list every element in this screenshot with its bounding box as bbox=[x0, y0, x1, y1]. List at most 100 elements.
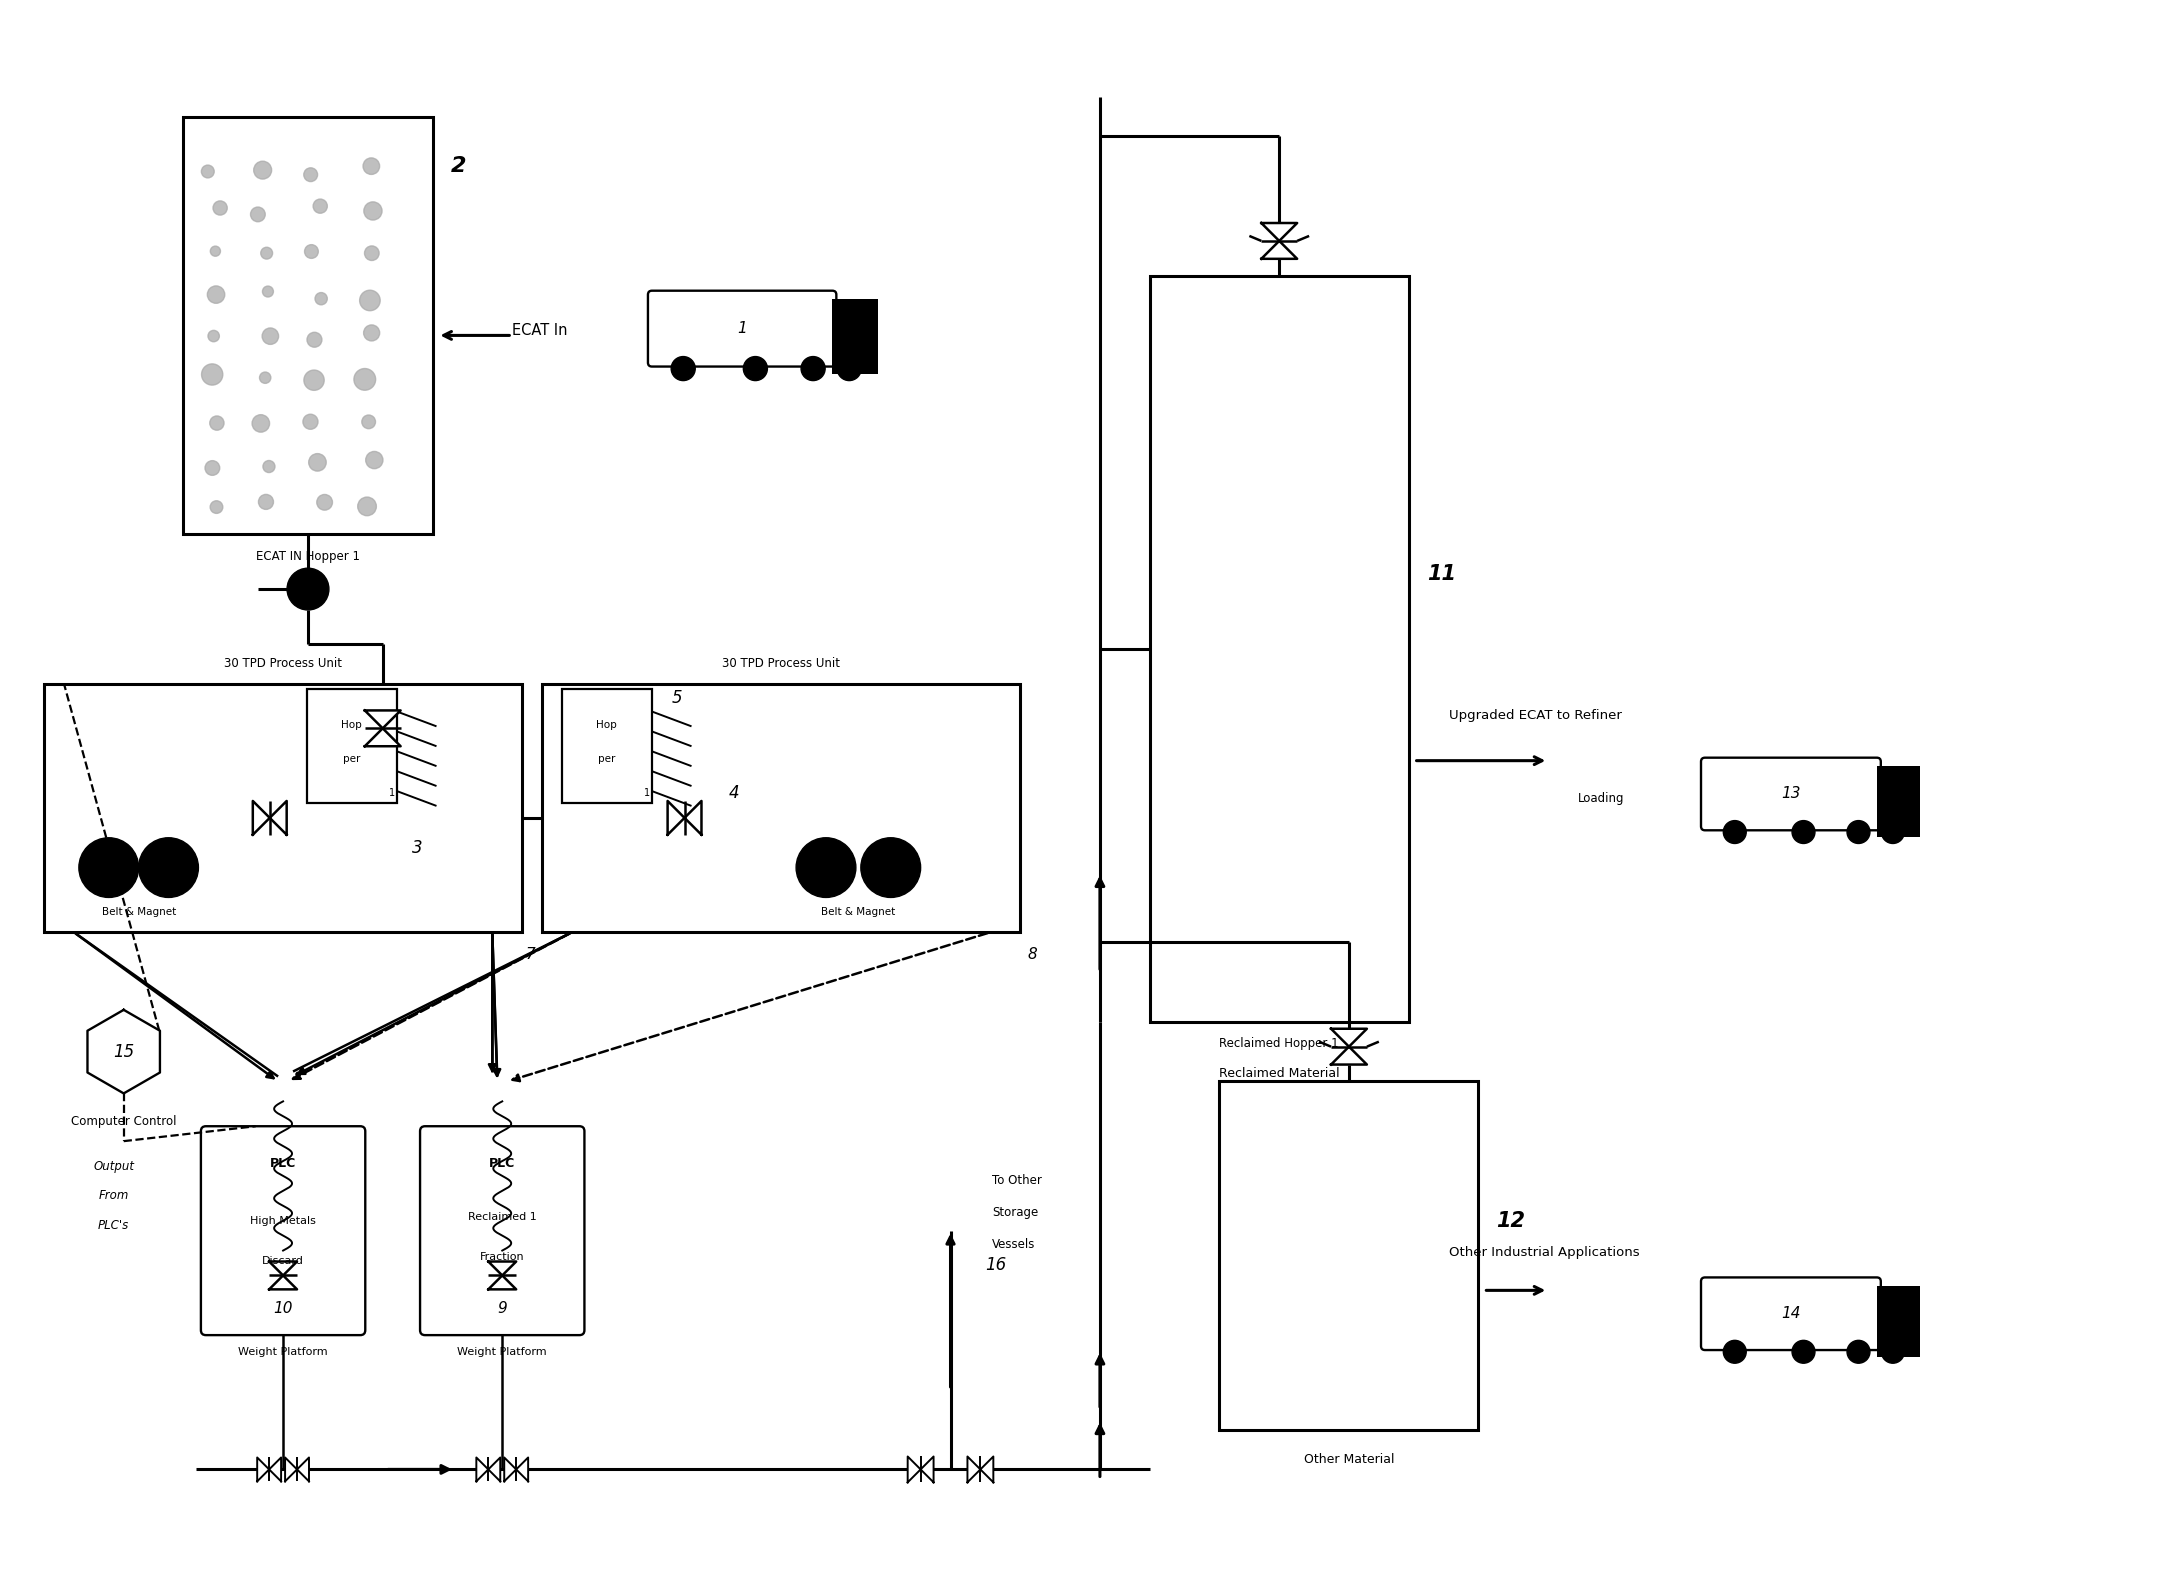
Circle shape bbox=[744, 356, 768, 380]
Text: 13: 13 bbox=[1781, 787, 1800, 801]
Circle shape bbox=[364, 325, 379, 340]
Polygon shape bbox=[87, 1010, 160, 1094]
Text: 12: 12 bbox=[1495, 1211, 1526, 1230]
Bar bbox=[1220, 1081, 1478, 1429]
Circle shape bbox=[210, 500, 223, 513]
Circle shape bbox=[262, 287, 273, 298]
Circle shape bbox=[1881, 820, 1904, 844]
Text: Discard: Discard bbox=[262, 1255, 303, 1265]
Text: Hop: Hop bbox=[342, 720, 361, 730]
Text: 3: 3 bbox=[413, 839, 422, 856]
Text: 5: 5 bbox=[671, 690, 682, 708]
Circle shape bbox=[303, 415, 318, 429]
Text: To Other: To Other bbox=[993, 1175, 1043, 1187]
Text: 8: 8 bbox=[1028, 947, 1037, 961]
Text: Output: Output bbox=[93, 1159, 134, 1173]
Text: Vessels: Vessels bbox=[993, 1238, 1037, 1251]
Text: PLC: PLC bbox=[489, 1157, 515, 1170]
Text: PLC's: PLC's bbox=[97, 1219, 130, 1232]
Text: Computer Control: Computer Control bbox=[71, 1114, 177, 1127]
Bar bbox=[563, 689, 651, 803]
Circle shape bbox=[78, 837, 138, 898]
Polygon shape bbox=[967, 1456, 980, 1482]
Polygon shape bbox=[270, 801, 286, 834]
Circle shape bbox=[364, 245, 379, 261]
Circle shape bbox=[1792, 1341, 1816, 1363]
Bar bbox=[1876, 766, 1919, 837]
Text: ECAT In: ECAT In bbox=[513, 323, 567, 337]
Text: Other Industrial Applications: Other Industrial Applications bbox=[1448, 1246, 1638, 1258]
Circle shape bbox=[206, 461, 221, 475]
Text: Belt & Magnet: Belt & Magnet bbox=[102, 907, 175, 918]
Polygon shape bbox=[253, 801, 270, 834]
Circle shape bbox=[366, 451, 383, 469]
Text: Weight Platform: Weight Platform bbox=[457, 1347, 547, 1357]
Polygon shape bbox=[504, 1458, 517, 1482]
Text: 4: 4 bbox=[729, 784, 740, 803]
Circle shape bbox=[253, 161, 273, 179]
Text: Storage: Storage bbox=[993, 1206, 1039, 1219]
Circle shape bbox=[138, 837, 199, 898]
Polygon shape bbox=[366, 711, 400, 728]
Text: per: per bbox=[344, 755, 361, 765]
Polygon shape bbox=[286, 1458, 296, 1482]
Circle shape bbox=[212, 201, 227, 215]
Text: 14: 14 bbox=[1781, 1306, 1800, 1322]
Circle shape bbox=[671, 356, 695, 380]
Bar bbox=[1149, 275, 1409, 1021]
Text: 16: 16 bbox=[985, 1257, 1006, 1274]
Text: ECAT IN Hopper 1: ECAT IN Hopper 1 bbox=[255, 549, 359, 562]
Text: Reclaimed Material: Reclaimed Material bbox=[1218, 1067, 1340, 1080]
Text: 30 TPD Process Unit: 30 TPD Process Unit bbox=[225, 657, 342, 670]
Circle shape bbox=[288, 568, 329, 609]
Text: Other Material: Other Material bbox=[1303, 1453, 1394, 1466]
Polygon shape bbox=[268, 1276, 296, 1290]
Circle shape bbox=[357, 497, 377, 516]
Circle shape bbox=[364, 158, 379, 174]
FancyBboxPatch shape bbox=[201, 1126, 366, 1334]
FancyBboxPatch shape bbox=[1701, 758, 1881, 831]
Polygon shape bbox=[980, 1456, 993, 1482]
Circle shape bbox=[309, 454, 327, 472]
Text: Fraction: Fraction bbox=[480, 1252, 524, 1262]
Circle shape bbox=[251, 415, 270, 432]
Text: 1: 1 bbox=[643, 788, 649, 798]
Circle shape bbox=[837, 356, 861, 380]
Bar bbox=[543, 684, 1019, 932]
Circle shape bbox=[251, 207, 266, 222]
Text: 10: 10 bbox=[273, 1301, 292, 1315]
FancyBboxPatch shape bbox=[1701, 1277, 1881, 1350]
Circle shape bbox=[208, 331, 219, 342]
Circle shape bbox=[861, 837, 920, 898]
Circle shape bbox=[258, 494, 273, 510]
Circle shape bbox=[303, 168, 318, 182]
FancyBboxPatch shape bbox=[647, 291, 835, 367]
Bar bbox=[184, 117, 433, 535]
Polygon shape bbox=[684, 801, 701, 834]
Polygon shape bbox=[1262, 223, 1296, 241]
Text: PLC: PLC bbox=[270, 1157, 296, 1170]
Polygon shape bbox=[517, 1458, 528, 1482]
Circle shape bbox=[260, 247, 273, 260]
Circle shape bbox=[307, 332, 322, 347]
Circle shape bbox=[260, 372, 270, 383]
Circle shape bbox=[316, 494, 333, 510]
Polygon shape bbox=[296, 1458, 309, 1482]
Text: 11: 11 bbox=[1426, 564, 1456, 584]
Polygon shape bbox=[669, 801, 684, 834]
Circle shape bbox=[1848, 1341, 1870, 1363]
Polygon shape bbox=[268, 1458, 281, 1482]
Text: Reclaimed Hopper 1: Reclaimed Hopper 1 bbox=[1220, 1037, 1340, 1050]
Bar bbox=[1876, 1285, 1919, 1357]
Circle shape bbox=[314, 199, 327, 214]
Polygon shape bbox=[258, 1458, 268, 1482]
Text: Loading: Loading bbox=[1578, 792, 1625, 806]
Text: Belt & Magnet: Belt & Magnet bbox=[820, 907, 896, 918]
Polygon shape bbox=[489, 1262, 517, 1276]
Polygon shape bbox=[1331, 1046, 1368, 1064]
Circle shape bbox=[1881, 1341, 1904, 1363]
Text: 30 TPD Process Unit: 30 TPD Process Unit bbox=[723, 657, 840, 670]
Polygon shape bbox=[489, 1458, 500, 1482]
Text: 1: 1 bbox=[738, 321, 747, 336]
Circle shape bbox=[1848, 820, 1870, 844]
